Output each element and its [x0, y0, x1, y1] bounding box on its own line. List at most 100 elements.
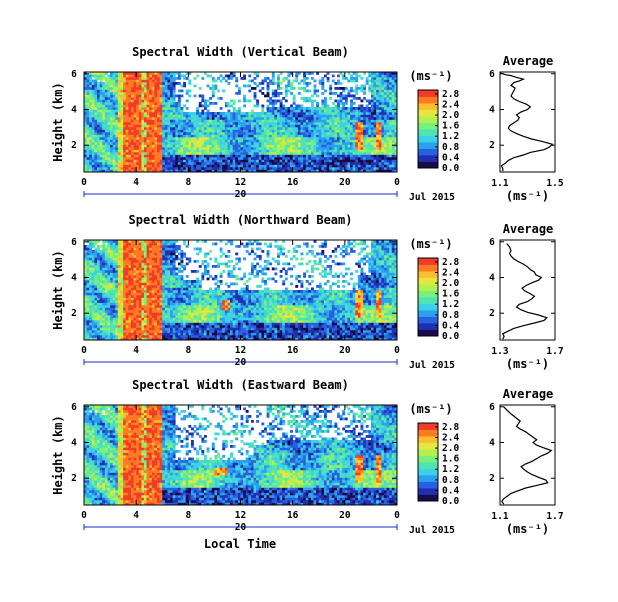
heatmap-cell [173, 110, 176, 113]
heatmap-cell [334, 120, 337, 123]
heatmap-cell [251, 115, 254, 118]
heatmap-cell [327, 80, 330, 83]
heatmap-cell [154, 155, 157, 158]
heatmap-cell [308, 167, 311, 170]
heatmap-cell [225, 150, 228, 153]
heatmap-cell [238, 130, 241, 133]
heatmap-cell [97, 253, 100, 256]
heatmap-cell [303, 87, 306, 90]
heatmap-cell [280, 110, 283, 113]
heatmap-cell [381, 115, 384, 118]
heatmap-cell [123, 333, 126, 336]
heatmap-cell [105, 290, 108, 293]
heatmap-cell [100, 330, 103, 333]
heatmap-cell [337, 162, 340, 165]
heatmap-cell [264, 120, 267, 123]
heatmap-cell [121, 298, 124, 301]
heatmap-cell [154, 125, 157, 128]
heatmap-cell [105, 295, 108, 298]
heatmap-cell [222, 115, 225, 118]
heatmap-cell [126, 135, 129, 138]
heatmap-cell [115, 140, 118, 143]
colorbar-swatch [418, 162, 438, 169]
heatmap-cell [173, 125, 176, 128]
heatmap-cell [358, 105, 361, 108]
heatmap-cell [214, 167, 217, 170]
heatmap-cell [89, 167, 92, 170]
heatmap-cell [303, 100, 306, 103]
heatmap-cell [345, 130, 348, 133]
heatmap-cell [89, 243, 92, 246]
heatmap-cell [298, 162, 301, 165]
heatmap-cell [381, 100, 384, 103]
heatmap-cell [100, 125, 103, 128]
heatmap-cell [389, 115, 392, 118]
heatmap-cell [139, 92, 142, 95]
heatmap-cell [199, 152, 202, 155]
heatmap-cell [113, 278, 116, 281]
heatmap-cell [94, 142, 97, 145]
heatmap-cell [121, 130, 124, 133]
heatmap-cell [293, 107, 296, 110]
heatmap-cell [342, 90, 345, 93]
heatmap-cell [149, 140, 152, 143]
heatmap-cell [207, 115, 210, 118]
y-tick-label: 4 [71, 105, 77, 116]
heatmap-cell [233, 127, 236, 130]
heatmap-cell [345, 137, 348, 140]
heatmap-cell [274, 147, 277, 150]
heatmap-cell [355, 120, 358, 123]
heatmap-cell [379, 75, 382, 78]
heatmap-cell [107, 318, 110, 321]
heatmap-cell [102, 147, 105, 150]
heatmap-cell [316, 107, 319, 110]
colorbar-tick-label: 0.8 [442, 142, 459, 153]
heatmap-cell [353, 90, 356, 93]
heatmap-cell [87, 102, 90, 105]
heatmap-cell [183, 125, 186, 128]
heatmap-cell [376, 122, 379, 125]
heatmap-cell [136, 127, 139, 130]
heatmap-cell [188, 150, 191, 153]
heatmap-cell [100, 293, 103, 296]
heatmap-cell [379, 132, 382, 135]
heatmap-cell [102, 87, 105, 90]
heatmap-cell [134, 85, 137, 88]
heatmap-cell [94, 275, 97, 278]
heatmap-cell [241, 115, 244, 118]
heatmap-cell [92, 120, 95, 123]
heatmap-cell [274, 132, 277, 135]
heatmap-cell [261, 157, 264, 160]
heatmap-cell [188, 145, 191, 148]
heatmap-cell [384, 120, 387, 123]
heatmap-cell [282, 147, 285, 150]
heatmap-cell [233, 157, 236, 160]
heatmap-cell [97, 135, 100, 138]
heatmap-cell [387, 140, 390, 143]
heatmap-cell [235, 147, 238, 150]
heatmap-cell [272, 92, 275, 95]
heatmap-cell [376, 142, 379, 145]
heatmap-cell [340, 160, 343, 163]
heatmap-cell [303, 112, 306, 115]
heatmap-cell [183, 127, 186, 130]
heatmap-cell [123, 142, 126, 145]
heatmap-cell [366, 137, 369, 140]
heatmap-cell [170, 97, 173, 100]
heatmap-cell [139, 120, 142, 123]
heatmap-cell [102, 295, 105, 298]
heatmap-cell [110, 135, 113, 138]
heatmap-cell [118, 323, 121, 326]
heatmap-cell [287, 150, 290, 153]
heatmap-cell [233, 140, 236, 143]
heatmap-cell [118, 145, 121, 148]
heatmap-cell [100, 323, 103, 326]
heatmap-cell [144, 100, 147, 103]
heatmap-cell [105, 165, 108, 168]
heatmap-cell [100, 167, 103, 170]
heatmap-cell [387, 152, 390, 155]
heatmap-cell [246, 162, 249, 165]
heatmap-cell [113, 95, 116, 98]
heatmap-cell [371, 122, 374, 125]
colorbar-swatch [418, 97, 438, 104]
